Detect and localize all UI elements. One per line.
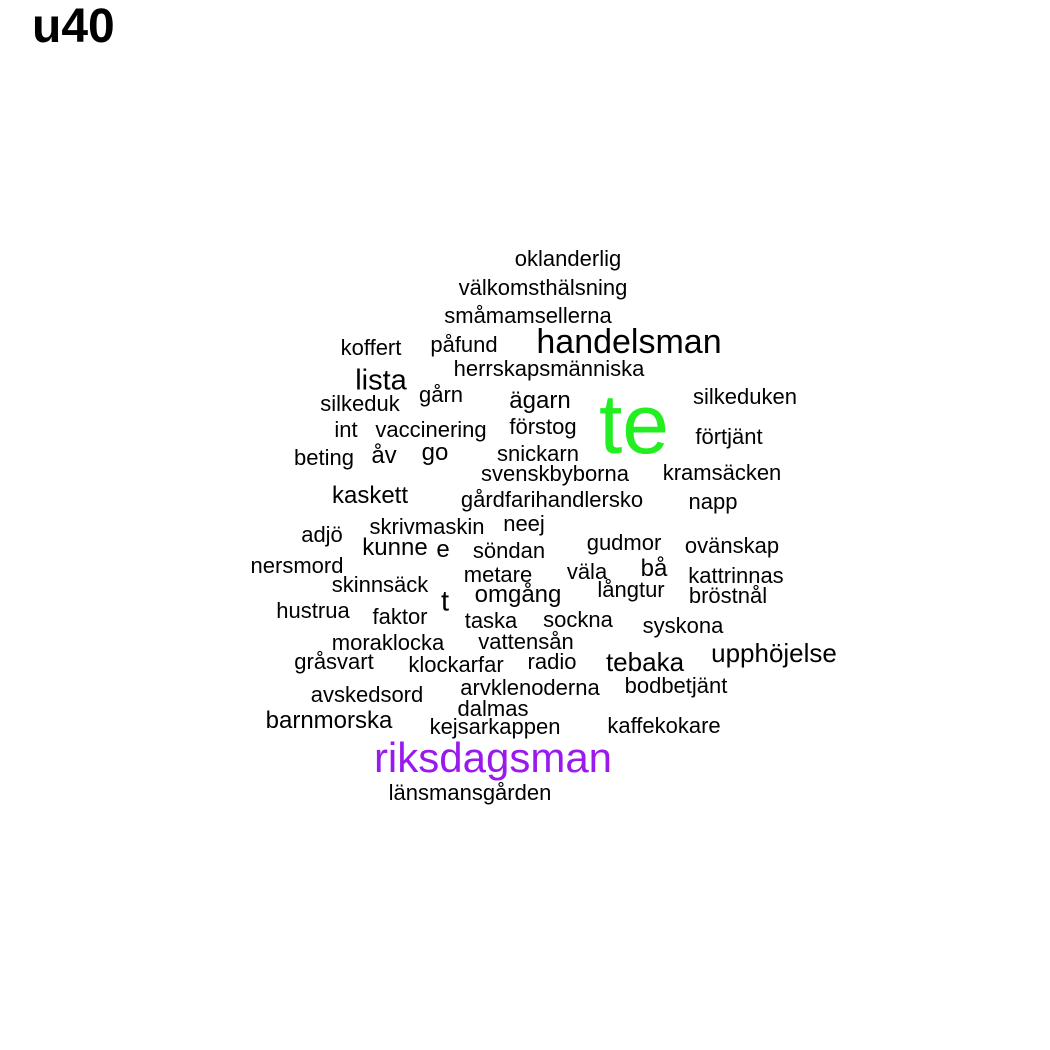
cloud-word: välkomsthälsning xyxy=(458,275,628,300)
cloud-word: riksdagsman xyxy=(373,734,613,781)
cloud-word: avskedsord xyxy=(310,682,424,707)
cloud-word: koffert xyxy=(340,335,402,360)
cloud-word: barnmorska xyxy=(265,707,393,734)
cloud-word: te xyxy=(598,377,670,471)
cloud-word: kejsarkappen xyxy=(429,714,561,739)
cloud-word: kaskett xyxy=(331,482,409,509)
cloud-word: ägarn xyxy=(509,387,571,414)
cloud-word: kaffekokare xyxy=(607,713,721,738)
cloud-word: vaccinering xyxy=(375,417,487,442)
cloud-word: arvklenoderna xyxy=(460,675,600,700)
cloud-word: gråsvart xyxy=(294,649,374,674)
cloud-word: metare xyxy=(463,562,533,587)
cloud-word: ovänskap xyxy=(684,533,780,558)
cloud-word: faktor xyxy=(372,604,428,629)
cloud-word: t xyxy=(440,585,450,618)
cloud-word: radio xyxy=(527,649,577,674)
cloud-word: svenskbyborna xyxy=(481,461,629,486)
cloud-word: kattrinnas xyxy=(688,563,784,588)
cloud-word: adjö xyxy=(301,522,343,547)
cloud-word: skinnsäck xyxy=(331,572,429,597)
cloud-word: beting xyxy=(294,445,354,470)
cloud-word: bröstnål xyxy=(688,583,768,608)
cloud-word: int xyxy=(334,417,358,442)
cloud-word: oklanderlig xyxy=(514,246,622,271)
cloud-word: bå xyxy=(640,555,668,582)
cloud-word: silkeduken xyxy=(693,384,797,409)
cloud-word: kunne xyxy=(362,534,428,561)
cloud-word: länsmansgården xyxy=(388,780,552,805)
cloud-word: klockarfar xyxy=(408,652,504,677)
cloud-word: väla xyxy=(566,559,608,584)
cloud-word: påfund xyxy=(430,332,498,357)
cloud-word: upphöjelse xyxy=(711,638,837,668)
cloud-word: syskona xyxy=(642,613,724,638)
cloud-word: vattensån xyxy=(478,629,574,654)
cloud-word: e xyxy=(436,536,450,563)
cloud-word: kramsäcken xyxy=(662,460,782,485)
cloud-word: tebaka xyxy=(605,647,685,677)
cloud-word: åv xyxy=(371,442,397,469)
cloud-word: gårn xyxy=(418,382,464,407)
cloud-word: nersmord xyxy=(250,553,344,578)
cloud-word: söndan xyxy=(472,538,546,563)
page-title: u40 xyxy=(32,0,115,53)
cloud-word: gudmor xyxy=(586,530,662,555)
cloud-word: snickarn xyxy=(497,441,579,466)
cloud-word: moraklocka xyxy=(331,630,445,655)
cloud-word: lista xyxy=(355,364,407,397)
cloud-word: dalmas xyxy=(457,696,529,721)
cloud-word: go xyxy=(421,439,449,466)
cloud-word: silkeduk xyxy=(320,391,400,416)
cloud-word: omgång xyxy=(474,581,562,608)
cloud-word: bodbetjänt xyxy=(624,673,728,698)
cloud-word: napp xyxy=(688,489,738,514)
cloud-word: neej xyxy=(503,511,545,536)
cloud-word: småmamsellerna xyxy=(444,303,612,328)
cloud-word: handelsman xyxy=(536,323,722,361)
cloud-word: taska xyxy=(464,608,518,633)
cloud-word: förtjänt xyxy=(695,424,763,449)
cloud-word: gårdfarihandlersko xyxy=(460,487,644,512)
cloud-word: förstog xyxy=(509,414,577,439)
cloud-word: sockna xyxy=(543,607,613,632)
cloud-word: hustrua xyxy=(276,598,350,623)
cloud-word: herrskapsmänniska xyxy=(453,356,645,381)
cloud-word: långtur xyxy=(597,577,665,602)
cloud-word: skrivmaskin xyxy=(369,514,485,539)
